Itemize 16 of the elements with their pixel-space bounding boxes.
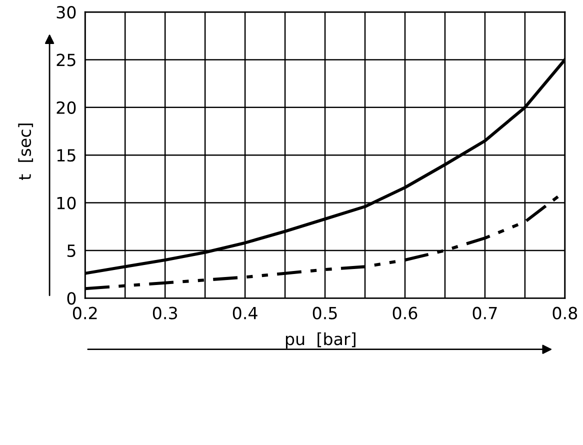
x-tick-label: 0.4 <box>232 306 258 320</box>
y-tick-label: 25 <box>56 54 76 66</box>
x-tick-label: 0.2 <box>72 306 97 320</box>
x-tick-label: 0.3 <box>152 306 178 320</box>
x-axis-title: pu [bar] <box>286 332 356 348</box>
y-tick-label: 30 <box>56 6 76 19</box>
y-tick-label: 10 <box>57 196 76 210</box>
x-tick-label: 0.5 <box>312 306 337 320</box>
y-tick-label: 5 <box>67 244 76 258</box>
y-tick-label: 15 <box>57 149 76 162</box>
y-axis-title: t [sec] <box>18 124 34 180</box>
y-tick-label: 0 <box>67 292 76 305</box>
x-tick-label: 0.6 <box>392 306 418 320</box>
y-tick-label: 20 <box>56 101 76 114</box>
x-tick-label: 0.7 <box>472 306 497 320</box>
x-tick-label: 0.8 <box>552 306 578 320</box>
